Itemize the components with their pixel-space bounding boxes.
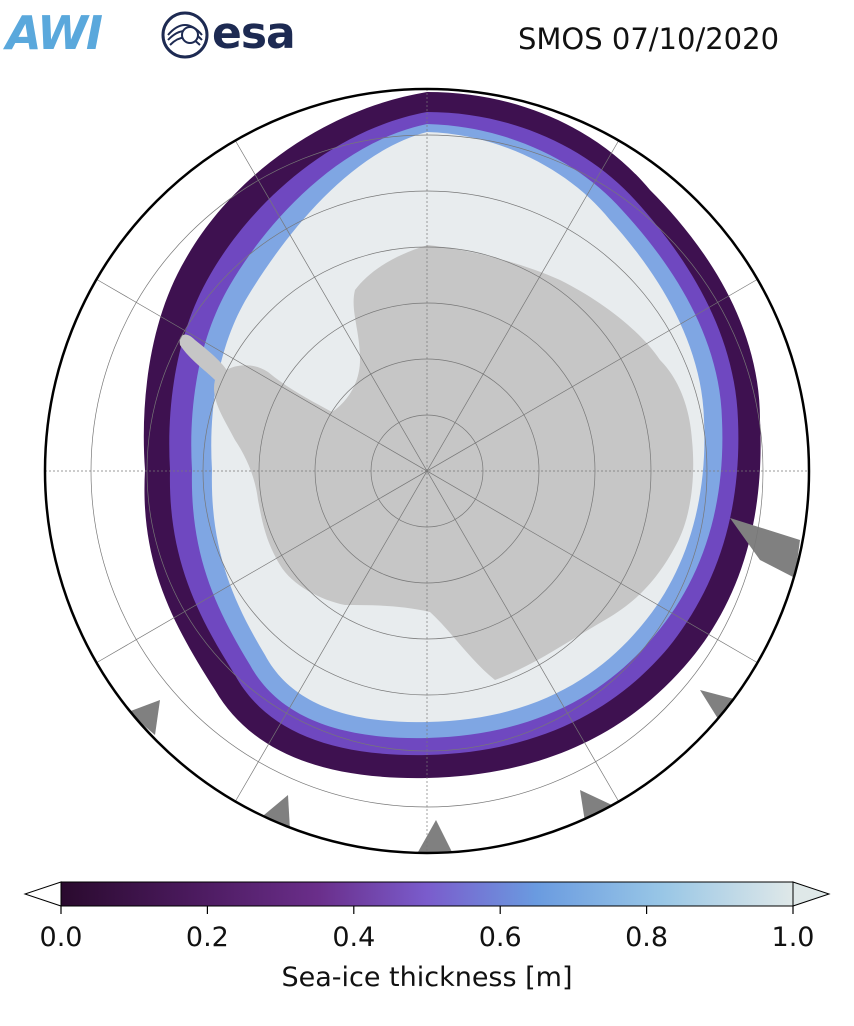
esa-logo: esa [212, 8, 296, 59]
colorbar-tick-label: 1.0 [771, 922, 815, 953]
antarctic-peninsula [179, 334, 228, 380]
colorbar-extend-min [23, 881, 62, 907]
colorbar-gradient [60, 881, 794, 907]
new-zealand [700, 690, 738, 722]
colorbar-tick-label: 0.8 [625, 922, 669, 953]
map-globe [45, 89, 809, 853]
indian-edge [580, 790, 612, 822]
graticule [45, 89, 809, 853]
south-america-tip [128, 700, 160, 735]
colorbar-tick-label: 0.2 [185, 922, 229, 953]
colorbar-label: Sea-ice thickness [m] [281, 962, 573, 993]
south-atlantic-edge [418, 820, 452, 852]
esa-logo-mark [161, 11, 209, 59]
colorbar-tick-label: 0.6 [478, 922, 522, 953]
colorbar-ticks [60, 906, 794, 914]
australia-edge [730, 518, 800, 578]
colorbar-tick-label: 0.4 [332, 922, 376, 953]
colorbar-tick-label: 0.0 [39, 922, 83, 953]
map-title: SMOS 07/10/2020 [518, 22, 780, 56]
map-border [43, 87, 811, 855]
header: AWI esa SMOS 07/10/2020 [0, 0, 854, 80]
antarctica-land [214, 245, 694, 680]
awi-logo: AWI [6, 6, 103, 60]
colorbar [23, 881, 831, 914]
colorbar-extend-max [792, 881, 831, 907]
